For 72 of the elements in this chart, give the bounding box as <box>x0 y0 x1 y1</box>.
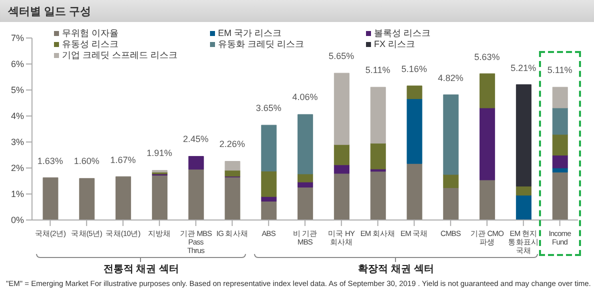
bar <box>261 201 277 220</box>
total-label: 5.21% <box>510 62 538 73</box>
bar <box>552 155 568 168</box>
y-tick-label: 7% <box>10 33 24 44</box>
bar <box>334 173 350 220</box>
bar <box>298 186 314 220</box>
total-label: 1.60% <box>72 156 100 166</box>
bar <box>224 160 240 171</box>
total-label: 2.26% <box>218 139 246 150</box>
bar <box>552 86 568 108</box>
bar <box>334 144 350 166</box>
bar <box>516 84 532 186</box>
bar <box>480 73 496 108</box>
bar <box>188 169 204 220</box>
legend-label: 유동화 크레딧 리스크 <box>217 39 306 50</box>
y-tick-label: 0% <box>10 215 24 226</box>
bar <box>480 108 496 180</box>
total-label: 1.63% <box>36 156 64 166</box>
bar <box>370 171 386 220</box>
total-label: 5.16% <box>400 64 428 74</box>
y-tick-label: 6% <box>10 59 24 70</box>
bar <box>334 72 350 145</box>
chart-title: 섹터별 일드 구성 <box>8 5 92 19</box>
bar <box>79 178 95 220</box>
total-label: 1.91% <box>146 148 174 158</box>
bar <box>516 186 532 196</box>
legend-label: FX 리스크 <box>373 39 416 50</box>
bar <box>224 176 240 220</box>
bar <box>224 170 240 177</box>
bar <box>443 188 459 220</box>
total-label: 5.63% <box>473 52 501 62</box>
bar <box>552 134 568 156</box>
bar <box>552 172 568 220</box>
bar <box>516 195 532 220</box>
bar <box>406 98 422 164</box>
bar <box>552 108 568 135</box>
bar <box>152 175 168 220</box>
y-tick-label: 4% <box>10 111 24 122</box>
y-tick-label: 5% <box>10 85 24 96</box>
total-label: 5.11% <box>546 65 574 76</box>
bar <box>480 180 496 220</box>
y-tick-label: 3% <box>10 137 24 148</box>
bar <box>261 124 277 172</box>
legend-label: 유동성 리스크 <box>61 39 120 50</box>
total-label: 1.67% <box>109 154 137 165</box>
bar <box>334 164 350 174</box>
legend-label: EM 국가 리스크 <box>217 28 283 39</box>
legend-label: 기업 크레딧 스프레드 리스크 <box>61 50 179 61</box>
total-label: 4.06% <box>291 92 319 102</box>
bar <box>261 170 277 197</box>
total-label: 5.11% <box>364 65 392 76</box>
bar <box>370 86 386 144</box>
bar <box>406 86 422 100</box>
bar <box>406 163 422 220</box>
total-label: 5.65% <box>328 51 356 62</box>
text: 확장적 채권 섹터 <box>357 263 435 276</box>
y-tick-label: 1% <box>10 189 24 200</box>
bar <box>443 94 459 175</box>
total-label: 2.45% <box>182 134 210 144</box>
bar <box>370 143 386 170</box>
total-label: 3.65% <box>254 103 282 114</box>
text: 전통적 채권 섹터 <box>102 263 180 276</box>
bar <box>443 174 459 188</box>
legend-label: 볼록성 리스크 <box>373 28 432 39</box>
bar <box>298 174 314 182</box>
legend-label: 무위험 이자율 <box>61 28 120 39</box>
bar <box>42 177 58 220</box>
bar <box>188 156 204 170</box>
bar <box>298 114 314 174</box>
y-tick-label: 2% <box>10 163 24 174</box>
bar <box>116 176 132 220</box>
total-label: 4.82% <box>436 72 464 83</box>
